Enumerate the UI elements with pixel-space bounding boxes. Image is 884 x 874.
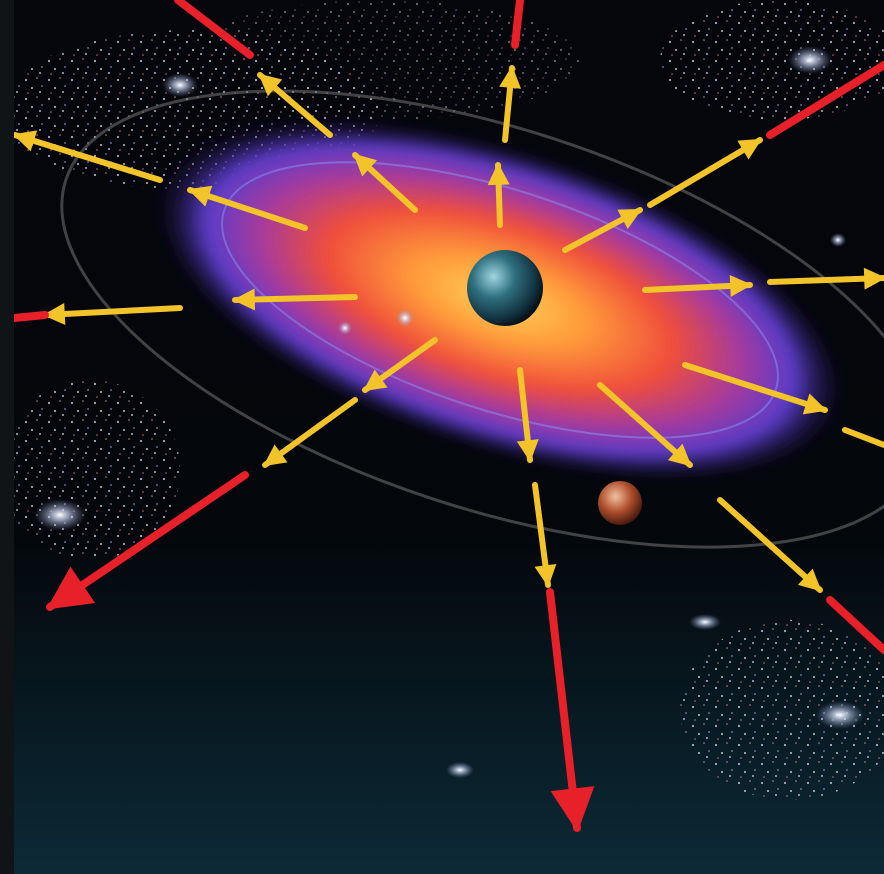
arrow	[511, 0, 524, 49]
arrow	[262, 397, 358, 468]
arrow	[767, 267, 884, 290]
planet	[598, 481, 642, 525]
galaxy	[830, 233, 846, 247]
bright-star	[396, 309, 414, 327]
arrow	[562, 207, 643, 253]
galaxy	[446, 762, 474, 778]
arrow	[516, 367, 539, 463]
star-cluster	[660, 0, 884, 120]
galaxy	[689, 614, 721, 630]
arrow	[647, 137, 763, 208]
galaxy	[34, 499, 86, 531]
arrow	[682, 362, 828, 415]
arrow	[46, 471, 249, 611]
arrow	[826, 596, 884, 654]
arrow	[10, 311, 49, 322]
arrow	[232, 288, 358, 311]
disk-ring	[221, 161, 779, 439]
arrow	[352, 152, 418, 213]
yellow-arrows	[12, 65, 884, 593]
galaxy	[816, 701, 864, 729]
galaxy	[788, 46, 832, 74]
arrow	[546, 588, 595, 833]
earth	[467, 250, 543, 326]
arrow	[174, 0, 254, 59]
arrow	[597, 382, 693, 468]
galaxies	[34, 46, 864, 778]
galaxy	[162, 73, 198, 97]
arrow	[642, 274, 753, 297]
arrow	[499, 65, 522, 143]
arrow	[766, 61, 884, 139]
arrow	[532, 482, 557, 588]
left-edge	[0, 0, 14, 874]
arrow	[12, 130, 163, 183]
orbit	[60, 89, 884, 549]
arrow	[487, 162, 510, 228]
arrow	[717, 497, 823, 593]
arrow	[42, 302, 183, 325]
red-arrows	[10, 0, 884, 833]
star-cluster	[680, 620, 884, 800]
arrow	[257, 72, 333, 138]
bright-star	[338, 321, 352, 335]
arrow	[362, 337, 438, 393]
arrow	[842, 427, 884, 448]
arrow	[187, 185, 308, 231]
